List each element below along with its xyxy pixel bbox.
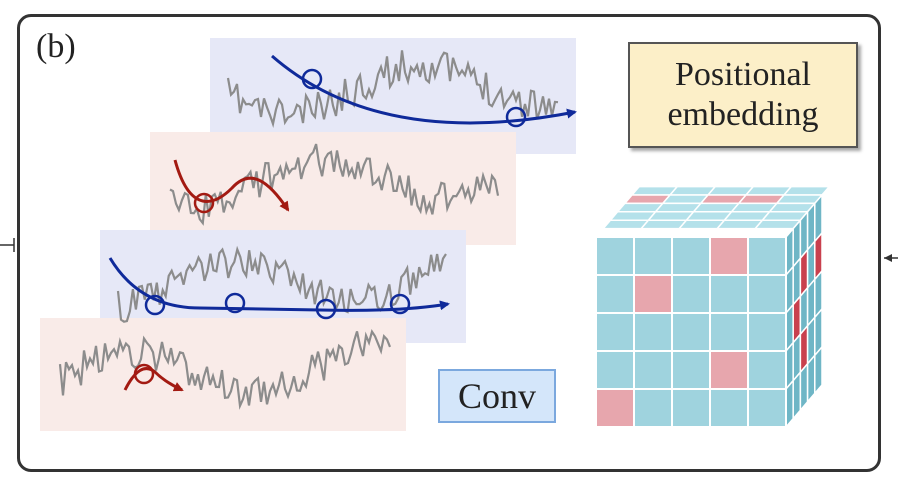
cube-side-cell bbox=[806, 353, 816, 404]
cube-side-cell bbox=[792, 370, 802, 421]
cube-front-cell bbox=[595, 388, 635, 428]
cube-front-cell bbox=[633, 274, 673, 314]
cube-side-cell bbox=[799, 361, 809, 413]
panel-frame bbox=[17, 14, 881, 472]
signal-line-1 bbox=[226, 50, 559, 129]
conv-label: Conv bbox=[457, 376, 536, 416]
trend-marker bbox=[315, 298, 337, 320]
cube-side-cell bbox=[785, 378, 794, 430]
cube-front-cell bbox=[709, 312, 749, 352]
cube-front-cell bbox=[633, 388, 673, 428]
cube-side-cell bbox=[814, 344, 823, 396]
trend-marker bbox=[301, 68, 323, 90]
cube-front-cell bbox=[709, 236, 749, 276]
cube-front-cell bbox=[633, 236, 673, 276]
cube-front-cell bbox=[747, 236, 787, 276]
trend-arrow-4 bbox=[123, 367, 184, 392]
trend-arrow-3 bbox=[108, 257, 450, 312]
embedding-cube bbox=[595, 185, 831, 430]
positional-embedding-box: Positional embedding bbox=[628, 42, 858, 148]
cube-front-cell bbox=[671, 388, 711, 428]
cube-front-cell bbox=[633, 312, 673, 352]
positional-embedding-line1: Positional bbox=[674, 56, 812, 93]
cube-front-cell bbox=[747, 274, 787, 314]
cube-front-cell bbox=[709, 388, 749, 428]
panel-label: (b) bbox=[36, 28, 76, 65]
cube-front-cell bbox=[595, 236, 635, 276]
cube-front-cell bbox=[671, 350, 711, 390]
conv-box: Conv bbox=[438, 369, 556, 423]
signal-line-2 bbox=[169, 143, 500, 226]
right-arrow-icon bbox=[884, 254, 898, 262]
trend-marker bbox=[193, 192, 215, 214]
cube-front-cell bbox=[671, 312, 711, 352]
trend-marker bbox=[224, 292, 246, 314]
cube-front-cell bbox=[709, 350, 749, 390]
left-arrow-icon bbox=[0, 238, 15, 252]
cube-front-cell bbox=[671, 236, 711, 276]
cube-front-cell bbox=[633, 350, 673, 390]
cube-front-cell bbox=[747, 350, 787, 390]
cube-front-cell bbox=[747, 388, 787, 428]
trend-marker bbox=[505, 106, 527, 128]
signal-line-3 bbox=[116, 245, 447, 323]
cube-front-cell bbox=[595, 274, 635, 314]
trend-arrow-2 bbox=[173, 159, 290, 212]
positional-embedding-line2: embedding bbox=[667, 96, 819, 133]
cube-front-cell bbox=[595, 312, 635, 352]
signal-band-2 bbox=[150, 132, 516, 245]
cube-front-cell bbox=[595, 350, 635, 390]
cube-front-cell bbox=[747, 312, 787, 352]
signal-line-4 bbox=[58, 328, 392, 410]
trend-marker bbox=[133, 363, 155, 385]
trend-marker bbox=[144, 294, 166, 316]
trend-marker bbox=[389, 293, 411, 315]
cube-front-cell bbox=[709, 274, 749, 314]
cube-front-cell bbox=[671, 274, 711, 314]
